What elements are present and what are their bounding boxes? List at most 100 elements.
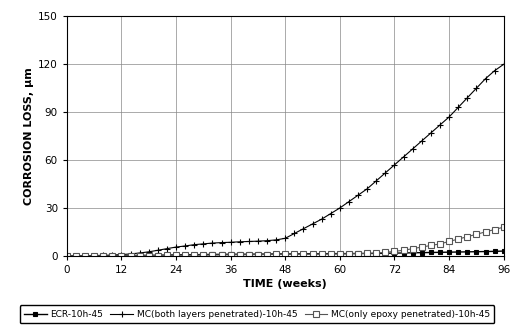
MC(both layers penetrated)-10h-45 bbox=[355, 193, 361, 197]
ECR-10h-45 bbox=[191, 253, 197, 257]
ECR-10h-45 bbox=[218, 253, 225, 256]
ECR-10h-45 bbox=[91, 254, 97, 258]
ECR-10h-45 bbox=[200, 253, 207, 256]
ECR-10h-45 bbox=[337, 252, 343, 256]
ECR-10h-45 bbox=[236, 252, 243, 256]
MC(both layers penetrated)-10h-45 bbox=[300, 227, 306, 231]
ECR-10h-45 bbox=[282, 252, 288, 256]
MC(only epoxy penetrated)-10h-45 bbox=[437, 242, 443, 246]
Y-axis label: CORROSION LOSS, µm: CORROSION LOSS, µm bbox=[24, 67, 34, 205]
MC(only epoxy penetrated)-10h-45 bbox=[464, 235, 470, 239]
ECR-10h-45 bbox=[182, 253, 188, 257]
ECR-10h-45 bbox=[491, 249, 498, 253]
MC(both layers penetrated)-10h-45 bbox=[118, 253, 124, 256]
ECR-10h-45 bbox=[300, 252, 306, 256]
ECR-10h-45 bbox=[364, 252, 370, 256]
MC(both layers penetrated)-10h-45 bbox=[319, 217, 325, 221]
ECR-10h-45 bbox=[100, 254, 106, 258]
ECR-10h-45 bbox=[173, 253, 179, 257]
MC(only epoxy penetrated)-10h-45 bbox=[319, 252, 325, 256]
ECR-10h-45 bbox=[373, 252, 379, 256]
ECR-10h-45 bbox=[118, 254, 124, 257]
ECR-10h-45 bbox=[109, 254, 116, 258]
X-axis label: TIME (weeks): TIME (weeks) bbox=[244, 279, 327, 289]
MC(only epoxy penetrated)-10h-45 bbox=[483, 230, 489, 234]
MC(both layers penetrated)-10h-45 bbox=[100, 254, 106, 257]
MC(both layers penetrated)-10h-45 bbox=[328, 212, 334, 215]
ECR-10h-45 bbox=[137, 254, 143, 257]
MC(both layers penetrated)-10h-45 bbox=[473, 86, 480, 90]
ECR-10h-45 bbox=[228, 252, 234, 256]
MC(both layers penetrated)-10h-45 bbox=[209, 241, 215, 245]
MC(only epoxy penetrated)-10h-45 bbox=[218, 253, 225, 257]
MC(only epoxy penetrated)-10h-45 bbox=[182, 253, 188, 257]
ECR-10h-45 bbox=[73, 254, 79, 258]
MC(both layers penetrated)-10h-45 bbox=[82, 254, 88, 258]
MC(only epoxy penetrated)-10h-45 bbox=[419, 245, 425, 249]
MC(only epoxy penetrated)-10h-45 bbox=[392, 249, 398, 253]
MC(both layers penetrated)-10h-45 bbox=[246, 239, 252, 243]
MC(both layers penetrated)-10h-45 bbox=[264, 239, 270, 243]
MC(only epoxy penetrated)-10h-45 bbox=[255, 253, 261, 256]
Line: MC(both layers penetrated)-10h-45: MC(both layers penetrated)-10h-45 bbox=[63, 61, 507, 259]
MC(both layers penetrated)-10h-45 bbox=[455, 105, 461, 109]
ECR-10h-45 bbox=[155, 253, 161, 257]
MC(both layers penetrated)-10h-45 bbox=[164, 247, 170, 251]
ECR-10h-45 bbox=[410, 251, 416, 255]
ECR-10h-45 bbox=[473, 250, 480, 254]
MC(both layers penetrated)-10h-45 bbox=[373, 179, 379, 183]
MC(both layers penetrated)-10h-45 bbox=[218, 241, 225, 245]
ECR-10h-45 bbox=[483, 250, 489, 254]
Line: ECR-10h-45: ECR-10h-45 bbox=[65, 249, 506, 258]
MC(only epoxy penetrated)-10h-45 bbox=[446, 239, 452, 243]
MC(both layers penetrated)-10h-45 bbox=[382, 171, 389, 175]
MC(only epoxy penetrated)-10h-45 bbox=[373, 251, 379, 255]
MC(only epoxy penetrated)-10h-45 bbox=[73, 254, 79, 258]
ECR-10h-45 bbox=[501, 249, 507, 253]
MC(only epoxy penetrated)-10h-45 bbox=[137, 254, 143, 258]
MC(only epoxy penetrated)-10h-45 bbox=[455, 237, 461, 241]
MC(both layers penetrated)-10h-45 bbox=[173, 245, 179, 249]
MC(both layers penetrated)-10h-45 bbox=[200, 242, 207, 246]
ECR-10h-45 bbox=[145, 254, 152, 257]
MC(only epoxy penetrated)-10h-45 bbox=[328, 252, 334, 256]
MC(both layers penetrated)-10h-45 bbox=[419, 139, 425, 143]
ECR-10h-45 bbox=[328, 252, 334, 256]
Legend: ECR-10h-45, MC(both layers penetrated)-10h-45, MC(only epoxy penetrated)-10h-45: ECR-10h-45, MC(both layers penetrated)-1… bbox=[20, 305, 494, 323]
MC(both layers penetrated)-10h-45 bbox=[155, 248, 161, 252]
ECR-10h-45 bbox=[273, 252, 279, 256]
ECR-10h-45 bbox=[464, 250, 470, 254]
MC(both layers penetrated)-10h-45 bbox=[337, 206, 343, 210]
ECR-10h-45 bbox=[264, 252, 270, 256]
MC(both layers penetrated)-10h-45 bbox=[73, 254, 79, 258]
MC(both layers penetrated)-10h-45 bbox=[255, 239, 261, 243]
MC(both layers penetrated)-10h-45 bbox=[501, 62, 507, 66]
MC(only epoxy penetrated)-10h-45 bbox=[145, 254, 152, 257]
MC(only epoxy penetrated)-10h-45 bbox=[82, 254, 88, 258]
MC(only epoxy penetrated)-10h-45 bbox=[282, 253, 288, 256]
ECR-10h-45 bbox=[392, 251, 398, 255]
ECR-10h-45 bbox=[82, 254, 88, 258]
MC(both layers penetrated)-10h-45 bbox=[346, 200, 352, 204]
MC(only epoxy penetrated)-10h-45 bbox=[501, 225, 507, 229]
MC(both layers penetrated)-10h-45 bbox=[91, 254, 97, 257]
MC(only epoxy penetrated)-10h-45 bbox=[173, 254, 179, 257]
MC(only epoxy penetrated)-10h-45 bbox=[100, 254, 106, 258]
ECR-10h-45 bbox=[127, 254, 134, 257]
MC(only epoxy penetrated)-10h-45 bbox=[410, 247, 416, 251]
MC(both layers penetrated)-10h-45 bbox=[127, 252, 134, 256]
MC(only epoxy penetrated)-10h-45 bbox=[364, 252, 370, 256]
MC(only epoxy penetrated)-10h-45 bbox=[309, 252, 316, 256]
MC(both layers penetrated)-10h-45 bbox=[428, 131, 434, 135]
ECR-10h-45 bbox=[164, 253, 170, 257]
MC(both layers penetrated)-10h-45 bbox=[309, 222, 316, 226]
MC(only epoxy penetrated)-10h-45 bbox=[209, 253, 215, 257]
ECR-10h-45 bbox=[446, 250, 452, 254]
MC(only epoxy penetrated)-10h-45 bbox=[127, 254, 134, 258]
MC(only epoxy penetrated)-10h-45 bbox=[473, 232, 480, 236]
MC(only epoxy penetrated)-10h-45 bbox=[91, 254, 97, 258]
MC(both layers penetrated)-10h-45 bbox=[400, 155, 407, 159]
ECR-10h-45 bbox=[428, 251, 434, 255]
ECR-10h-45 bbox=[346, 252, 352, 256]
MC(both layers penetrated)-10h-45 bbox=[64, 254, 70, 258]
